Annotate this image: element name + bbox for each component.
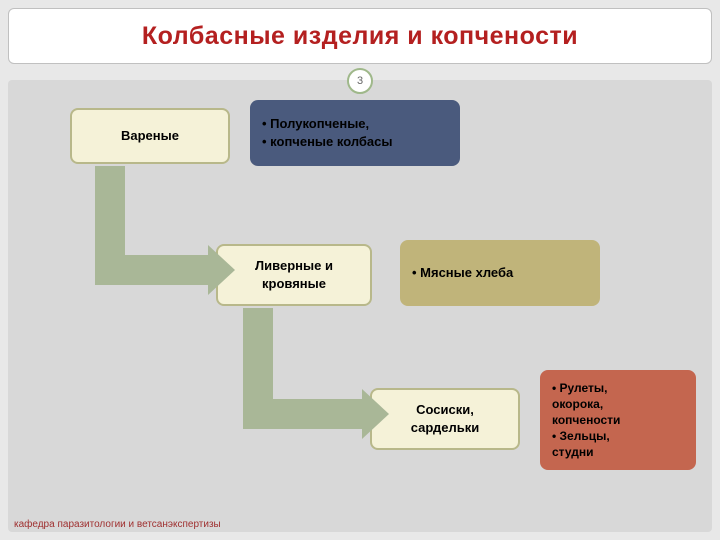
arrow-0-horiz — [95, 255, 208, 285]
box-b4: • Мясные хлеба — [400, 240, 600, 306]
arrow-1-horiz — [243, 399, 362, 429]
page-number: 3 — [357, 75, 363, 87]
box-b5: Сосиски,сардельки — [370, 388, 520, 450]
box-b3: Ливерные икровяные — [216, 244, 372, 306]
box-b1: Вареные — [70, 108, 230, 164]
arrow-1-head — [362, 389, 389, 439]
box-b6: • Рулеты, окорока, копчености• Зельцы, с… — [540, 370, 696, 470]
box-b2: • Полукопченые,• копченые колбасы — [250, 100, 460, 166]
page-number-badge: 3 — [347, 68, 373, 94]
footer-text: кафедра паразитологии и ветсанэкспертизы — [14, 519, 221, 530]
arrow-0-head — [208, 245, 235, 295]
page-title: Колбасные изделия и копчености — [142, 22, 578, 51]
title-bar: Колбасные изделия и копчености — [8, 8, 712, 64]
